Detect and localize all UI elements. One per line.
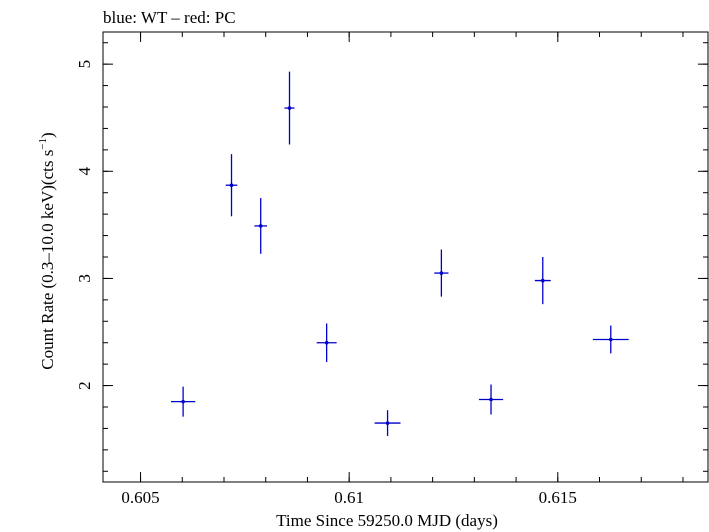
data-point: [592, 325, 629, 354]
data-point: [534, 257, 551, 305]
data-point: [284, 71, 295, 145]
data-marker: [608, 337, 613, 342]
data-point: [225, 154, 238, 217]
data-marker: [181, 399, 185, 404]
y-axis-label-superscript: −1: [37, 138, 49, 150]
plot-frame: [102, 31, 709, 483]
x-tick-label: 0.61: [334, 488, 364, 507]
data-marker: [439, 271, 444, 275]
chart-title: blue: WT – red: PC: [103, 8, 236, 27]
data-point: [374, 410, 401, 436]
y-axis: 2 3 4 5: [75, 42, 708, 472]
data-points: [171, 71, 629, 436]
y-tick-label: 2: [75, 381, 94, 390]
data-point: [434, 249, 449, 297]
data-marker: [287, 106, 292, 110]
y-tick-label: 3: [75, 274, 94, 283]
data-marker: [324, 340, 329, 345]
data-point: [254, 198, 267, 254]
data-point: [171, 386, 196, 417]
data-point: [316, 323, 337, 362]
x-tick-label: 0.605: [121, 488, 159, 507]
data-marker: [489, 397, 493, 402]
data-point: [478, 384, 504, 415]
data-marker: [258, 224, 263, 228]
x-axis-label: Time Since 59250.0 MJD (days): [276, 511, 498, 530]
x-tick-label: 0.615: [539, 488, 577, 507]
x-axis: 0.605 0.61 0.615: [121, 32, 684, 507]
y-axis-label-end: ): [38, 132, 57, 138]
data-marker: [540, 278, 545, 283]
y-axis-label: Count Rate (0.3–10.0 keV)(cts s−1): [37, 132, 57, 369]
data-marker: [385, 421, 390, 425]
y-tick-label: 5: [75, 60, 94, 69]
y-tick-label: 4: [75, 167, 94, 176]
y-axis-label-main: Count Rate (0.3–10.0 keV)(cts s: [38, 150, 57, 370]
data-marker: [229, 183, 234, 188]
